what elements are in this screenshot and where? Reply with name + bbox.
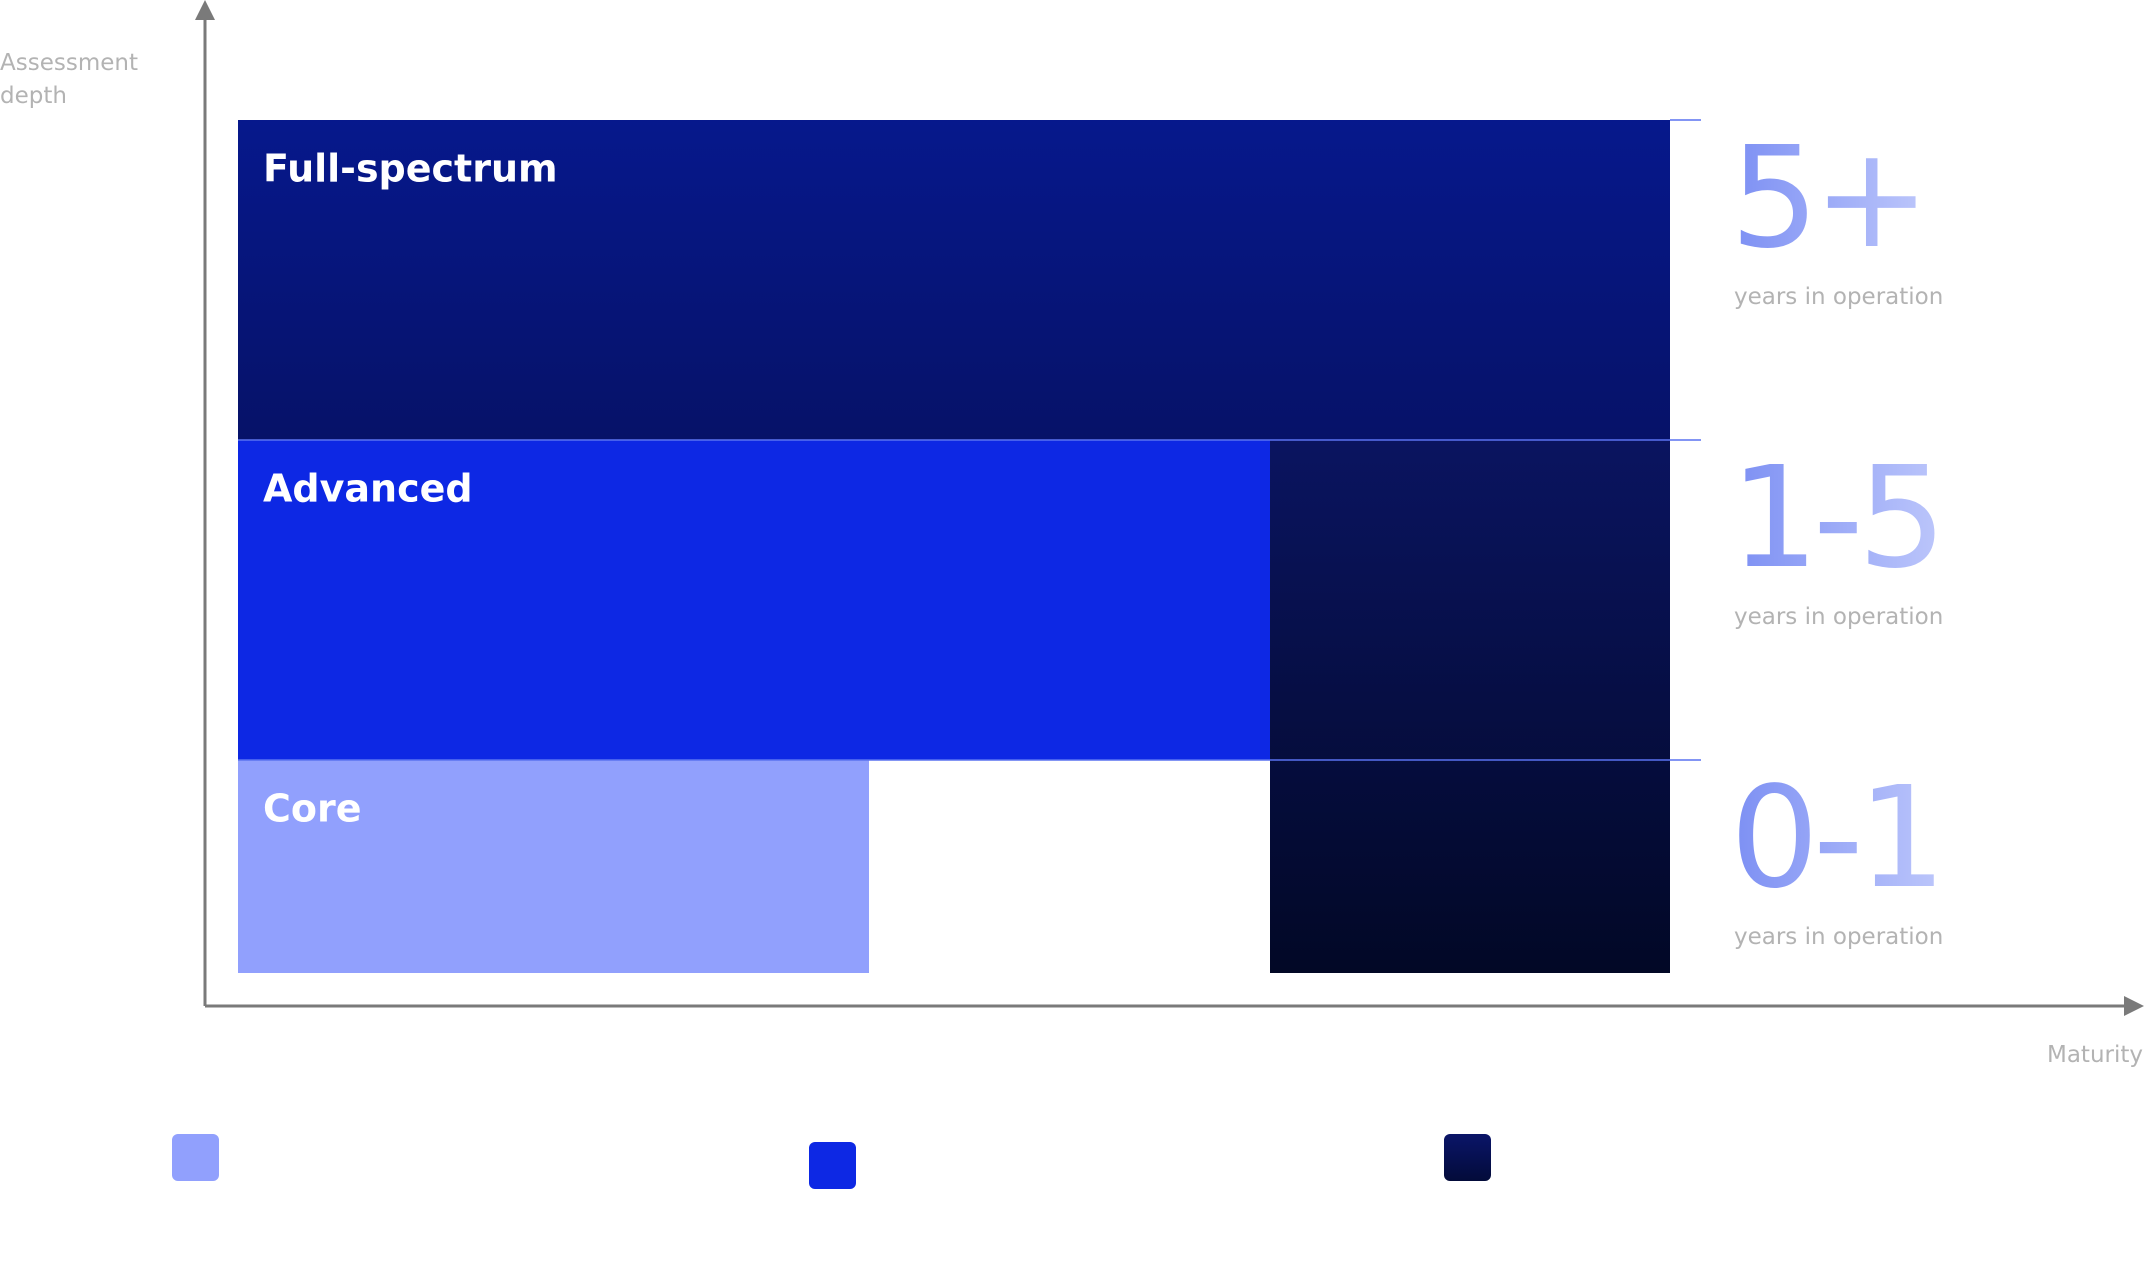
tier-label: Full-spectrum <box>263 147 558 191</box>
dark-column <box>1270 440 1670 973</box>
years-value: 0-1 <box>1730 757 1941 920</box>
x-axis-label: Maturity <box>2047 1042 2143 1068</box>
years-caption: years in operation <box>1734 924 1943 950</box>
years-value: 5+ <box>1730 117 1924 280</box>
legend-swatch <box>172 1134 219 1181</box>
advanced-block <box>238 440 1270 760</box>
y-axis-label: Assessment depth <box>0 50 138 109</box>
years-value: 1-5 <box>1730 437 1941 600</box>
years-caption: years in operation <box>1734 284 1943 310</box>
x-arrow <box>2124 996 2144 1016</box>
tier-label: Core <box>263 787 362 831</box>
legend-swatch <box>1444 1134 1491 1181</box>
legend-swatch <box>809 1142 856 1189</box>
tier-label: Advanced <box>263 467 473 511</box>
y-arrow <box>195 0 215 20</box>
core-block <box>238 760 869 973</box>
years-caption: years in operation <box>1734 604 1943 630</box>
full-spectrum-block <box>238 120 1670 440</box>
